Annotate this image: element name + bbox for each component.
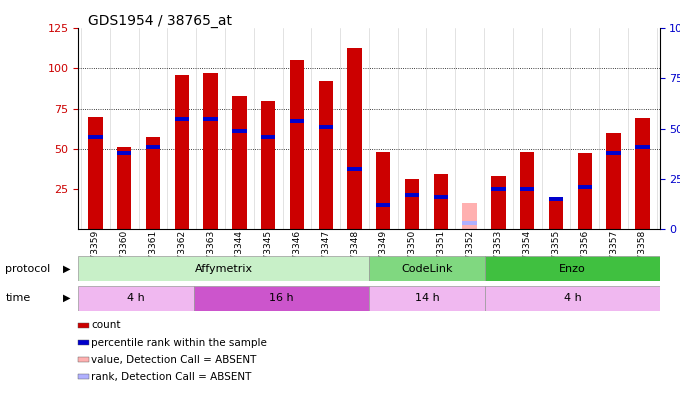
Bar bbox=[78, 256, 369, 281]
Bar bbox=[290, 119, 304, 123]
Bar bbox=[486, 256, 660, 281]
Bar bbox=[232, 129, 247, 132]
Bar bbox=[146, 137, 160, 229]
Bar bbox=[318, 125, 333, 129]
Bar bbox=[520, 152, 534, 229]
Text: Affymetrix: Affymetrix bbox=[194, 264, 252, 274]
Bar bbox=[117, 147, 131, 229]
Bar bbox=[369, 286, 485, 311]
Bar bbox=[520, 187, 534, 191]
Bar bbox=[88, 134, 103, 139]
Text: time: time bbox=[5, 293, 31, 303]
Text: 16 h: 16 h bbox=[269, 293, 294, 303]
Bar bbox=[290, 60, 304, 229]
Text: 4 h: 4 h bbox=[564, 293, 581, 303]
Bar bbox=[434, 174, 448, 229]
Bar bbox=[405, 193, 420, 197]
Bar bbox=[491, 187, 506, 191]
Bar bbox=[175, 75, 189, 229]
Text: GDS1954 / 38765_at: GDS1954 / 38765_at bbox=[88, 14, 233, 28]
Bar bbox=[607, 132, 621, 229]
Text: protocol: protocol bbox=[5, 264, 51, 274]
Bar bbox=[549, 197, 563, 229]
Text: ▶: ▶ bbox=[63, 293, 71, 303]
Bar bbox=[194, 286, 369, 311]
Bar bbox=[486, 286, 660, 311]
Text: CodeLink: CodeLink bbox=[401, 264, 453, 274]
Text: 4 h: 4 h bbox=[127, 293, 146, 303]
Bar bbox=[434, 195, 448, 199]
Bar bbox=[635, 118, 649, 229]
Bar bbox=[635, 145, 649, 149]
Bar bbox=[549, 197, 563, 201]
Bar bbox=[491, 176, 506, 229]
Bar bbox=[347, 167, 362, 171]
Text: Enzo: Enzo bbox=[559, 264, 585, 274]
Bar bbox=[405, 179, 420, 229]
Bar bbox=[376, 152, 390, 229]
Bar bbox=[577, 185, 592, 189]
Text: rank, Detection Call = ABSENT: rank, Detection Call = ABSENT bbox=[91, 371, 252, 382]
Bar bbox=[607, 151, 621, 155]
Bar bbox=[203, 117, 218, 121]
Bar bbox=[146, 145, 160, 149]
Bar bbox=[462, 203, 477, 229]
Bar bbox=[232, 96, 247, 229]
Bar bbox=[376, 203, 390, 207]
Bar bbox=[78, 286, 194, 311]
Text: ▶: ▶ bbox=[63, 264, 71, 274]
Bar bbox=[318, 81, 333, 229]
Bar bbox=[369, 256, 485, 281]
Text: value, Detection Call = ABSENT: value, Detection Call = ABSENT bbox=[91, 354, 257, 364]
Bar bbox=[88, 117, 103, 229]
Bar bbox=[347, 48, 362, 229]
Text: count: count bbox=[91, 320, 121, 330]
Bar bbox=[203, 73, 218, 229]
Text: percentile rank within the sample: percentile rank within the sample bbox=[91, 337, 267, 347]
Bar bbox=[261, 134, 275, 139]
Bar bbox=[462, 221, 477, 225]
Bar bbox=[261, 100, 275, 229]
Text: 14 h: 14 h bbox=[415, 293, 439, 303]
Bar bbox=[117, 151, 131, 155]
Bar bbox=[175, 117, 189, 121]
Bar bbox=[577, 153, 592, 229]
